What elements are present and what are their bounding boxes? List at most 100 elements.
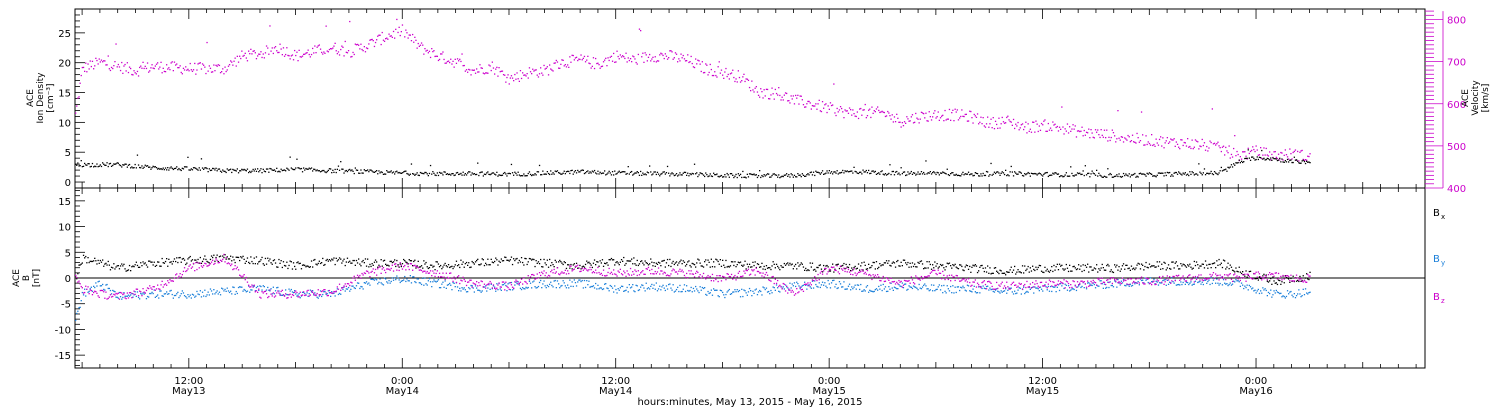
- data-point: [105, 164, 107, 166]
- data-point: [606, 65, 608, 67]
- data-point: [195, 262, 197, 264]
- data-point: [234, 293, 236, 295]
- data-point: [664, 53, 666, 55]
- data-point: [209, 67, 212, 69]
- data-point: [352, 259, 354, 262]
- data-point: [1092, 172, 1094, 174]
- data-point: [674, 174, 677, 176]
- data-point: [182, 257, 185, 260]
- data-point: [1081, 285, 1083, 288]
- data-point: [1212, 173, 1215, 176]
- data-point: [1200, 265, 1202, 267]
- data-point: [1146, 143, 1148, 146]
- data-point: [981, 123, 983, 125]
- data-point: [1011, 124, 1013, 126]
- data-point: [343, 55, 345, 57]
- data-point: [545, 67, 547, 69]
- data-point: [450, 284, 452, 286]
- data-point: [273, 259, 276, 261]
- data-point: [285, 170, 287, 172]
- data-point: [1282, 161, 1284, 163]
- data-point: [999, 292, 1001, 294]
- data-point: [1133, 173, 1135, 176]
- data-point: [1216, 278, 1218, 280]
- data-point: [654, 56, 656, 58]
- data-point: [481, 67, 483, 69]
- data-point: [1130, 285, 1133, 287]
- data-point: [1085, 131, 1088, 133]
- data-point: [438, 287, 441, 289]
- data-point: [671, 172, 673, 174]
- data-point: [814, 105, 816, 107]
- data-point: [753, 91, 755, 93]
- data-point: [1237, 271, 1239, 273]
- data-point: [1207, 267, 1209, 269]
- data-point: [1108, 286, 1110, 289]
- data-point: [739, 261, 742, 263]
- data-point: [290, 167, 292, 169]
- data-point: [783, 174, 785, 176]
- data-point: [361, 261, 363, 263]
- data-point: [763, 174, 765, 176]
- data-point: [567, 284, 569, 286]
- data-point: [889, 115, 891, 117]
- data-point: [1139, 172, 1142, 174]
- data-point: [396, 259, 398, 262]
- data-point: [605, 57, 607, 59]
- data-point: [534, 265, 536, 268]
- data-point: [382, 260, 385, 262]
- data-point: [1188, 174, 1190, 177]
- data-point: [99, 61, 101, 63]
- data-point: [663, 287, 665, 289]
- data-point: [510, 75, 513, 77]
- data-point: [604, 283, 606, 285]
- data-point: [646, 171, 648, 173]
- data-point: [878, 109, 880, 112]
- data-point: [1263, 289, 1265, 291]
- data-point: [135, 73, 137, 75]
- data-point: [924, 173, 926, 175]
- data-point: [219, 259, 222, 261]
- data-point: [171, 293, 173, 296]
- data-point: [1207, 280, 1209, 283]
- data-point: [167, 293, 169, 295]
- data-point: [865, 169, 867, 172]
- data-point: [1157, 172, 1160, 174]
- data-point: [604, 59, 606, 61]
- data-point: [1122, 172, 1125, 175]
- data-point: [919, 287, 921, 289]
- data-point: [97, 295, 99, 297]
- data-point: [623, 56, 625, 58]
- data-point: [582, 169, 584, 171]
- data-point: [365, 265, 368, 267]
- data-point: [738, 262, 741, 264]
- data-point: [337, 51, 340, 53]
- data-point: [563, 170, 565, 172]
- data-point: [562, 59, 564, 61]
- data-point: [570, 285, 572, 287]
- data-point: [572, 285, 574, 288]
- data-point: [196, 69, 198, 71]
- data-point: [298, 262, 300, 265]
- data-point: [1180, 173, 1182, 175]
- data-point: [97, 166, 99, 168]
- data-point: [896, 260, 898, 263]
- data-point: [400, 31, 402, 33]
- data-point: [87, 286, 89, 288]
- data-point: [733, 76, 735, 79]
- data-point: [590, 67, 592, 69]
- data-point: [629, 260, 632, 262]
- data-point: [162, 295, 164, 297]
- data-point: [1291, 294, 1293, 296]
- data-point: [254, 291, 256, 293]
- data-point: [502, 172, 505, 175]
- data-point: [650, 258, 652, 260]
- data-point: [1122, 279, 1125, 281]
- data-point: [470, 174, 472, 176]
- data-point: [1127, 134, 1129, 137]
- data-point: [1295, 280, 1298, 282]
- data-point: [1058, 263, 1061, 265]
- data-point: [647, 172, 650, 174]
- data-point: [160, 168, 162, 170]
- data-point: [906, 289, 908, 291]
